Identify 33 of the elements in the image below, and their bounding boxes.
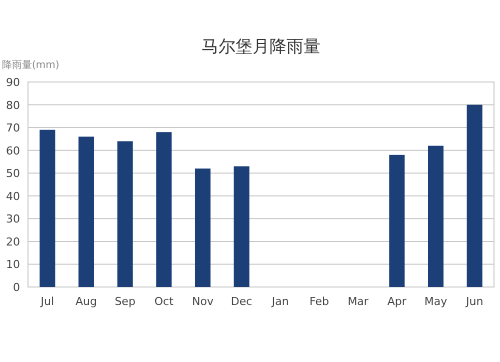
- x-tick-label: Jan: [270, 295, 289, 308]
- bar: [234, 166, 250, 287]
- y-tick-label: 20: [6, 235, 20, 248]
- x-tick-label: Apr: [387, 295, 407, 308]
- x-tick-label: Feb: [310, 295, 329, 308]
- bar: [78, 136, 94, 287]
- bar: [117, 141, 133, 287]
- y-tick-label: 60: [6, 144, 20, 158]
- y-tick-label: 90: [6, 76, 20, 89]
- x-tick-label: Jul: [40, 295, 54, 308]
- x-tick-label: Nov: [192, 295, 214, 308]
- y-tick-label: 80: [6, 98, 20, 112]
- x-tick-label: Aug: [76, 295, 97, 308]
- y-tick-label: 10: [6, 258, 20, 272]
- bar: [156, 132, 172, 287]
- bar: [428, 146, 444, 287]
- x-tick-label: Sep: [114, 295, 136, 308]
- y-axis-title: 降雨量(mm): [2, 59, 60, 71]
- y-tick-label: 0: [13, 281, 20, 294]
- x-tick-label: Mar: [348, 295, 369, 308]
- bar: [194, 168, 211, 287]
- bar: [40, 130, 56, 287]
- x-tick-label: Oct: [154, 295, 174, 308]
- chart-title: 马尔堡月降雨量: [202, 37, 320, 57]
- y-tick-label: 70: [6, 122, 20, 135]
- bar: [389, 154, 405, 287]
- bar: [466, 104, 482, 287]
- x-tick-label: Jun: [464, 295, 484, 308]
- y-tick-label: 50: [6, 167, 20, 180]
- x-tick-label: May: [424, 295, 448, 308]
- y-tick-label: 30: [6, 212, 20, 226]
- x-tick-label: Dec: [230, 295, 252, 308]
- y-tick-label: 40: [6, 190, 20, 203]
